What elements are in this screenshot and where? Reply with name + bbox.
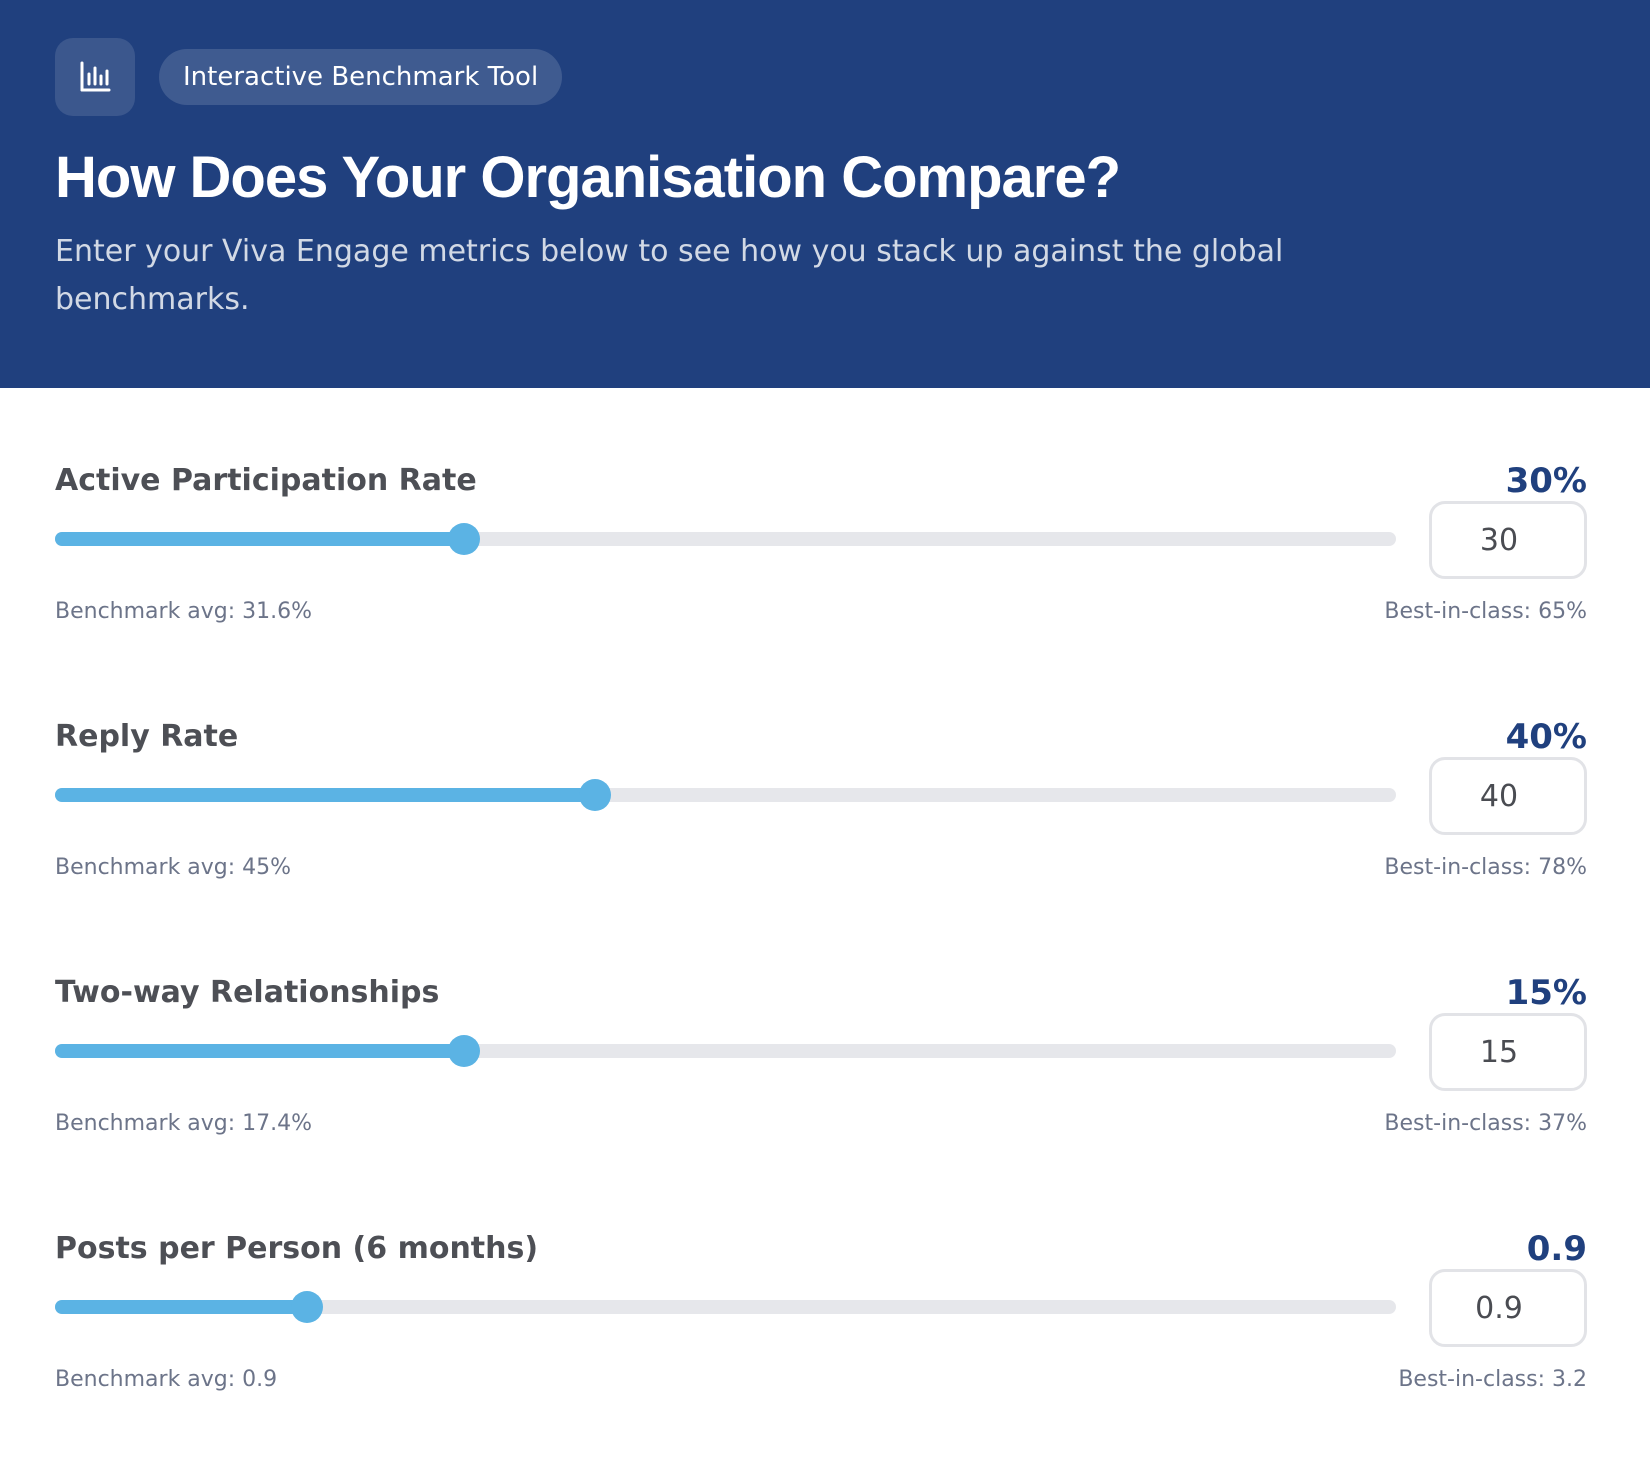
metric-value-display: 40%	[1505, 717, 1587, 757]
slider-fill	[55, 532, 464, 546]
metric-reply-rate: Reply Rate 40% Benchmark avg: 45% Best-i…	[55, 712, 1587, 932]
posts-per-person-slider[interactable]	[55, 1288, 1396, 1326]
metric-two-way-relationships: Two-way Relationships 15% Benchmark avg:…	[55, 968, 1587, 1188]
slider-fill	[55, 1044, 464, 1058]
two-way-relationships-slider[interactable]	[55, 1032, 1396, 1070]
metric-label: Posts per Person (6 months)	[55, 1231, 539, 1266]
tool-badge: Interactive Benchmark Tool	[159, 49, 563, 105]
bar-chart-icon	[80, 61, 111, 92]
benchmark-avg-label: Benchmark avg: 31.6%	[55, 599, 313, 624]
best-in-class-label: Best-in-class: 65%	[1384, 599, 1587, 624]
metric-value-display: 0.9	[1526, 1229, 1587, 1269]
metric-label: Reply Rate	[55, 719, 239, 754]
best-in-class-label: Best-in-class: 78%	[1384, 855, 1587, 880]
best-in-class-label: Best-in-class: 37%	[1384, 1111, 1587, 1136]
slider-fill	[55, 788, 596, 802]
two-way-relationships-input[interactable]	[1429, 1013, 1587, 1091]
slider-thumb[interactable]	[448, 523, 480, 555]
reply-rate-input[interactable]	[1429, 757, 1587, 835]
active-participation-input[interactable]	[1429, 501, 1587, 579]
active-participation-slider[interactable]	[55, 520, 1396, 558]
metric-value-display: 30%	[1505, 461, 1587, 501]
slider-thumb[interactable]	[291, 1291, 324, 1323]
slider-thumb[interactable]	[448, 1035, 480, 1067]
posts-per-person-input[interactable]	[1429, 1269, 1587, 1347]
slider-fill	[55, 1300, 308, 1314]
header-banner: Interactive Benchmark Tool How Does Your…	[0, 0, 1650, 388]
metric-posts-per-person: Posts per Person (6 months) 0.9 Benchmar…	[55, 1224, 1587, 1444]
bar-chart-icon-box	[55, 38, 135, 116]
metric-label: Active Participation Rate	[55, 463, 477, 498]
benchmark-avg-label: Benchmark avg: 0.9	[55, 1367, 278, 1392]
metric-active-participation: Active Participation Rate 30% Benchmark …	[55, 456, 1587, 676]
page-title: How Does Your Organisation Compare?	[55, 145, 1121, 210]
slider-track	[55, 1300, 1396, 1314]
benchmark-avg-label: Benchmark avg: 17.4%	[55, 1111, 313, 1136]
metric-value-display: 15%	[1505, 973, 1587, 1013]
reply-rate-slider[interactable]	[55, 776, 1396, 814]
best-in-class-label: Best-in-class: 3.2	[1398, 1367, 1587, 1392]
metric-label: Two-way Relationships	[55, 975, 440, 1010]
slider-thumb[interactable]	[579, 779, 612, 811]
benchmark-avg-label: Benchmark avg: 45%	[55, 855, 292, 880]
page-subtitle: Enter your Viva Engage metrics below to …	[55, 234, 1284, 317]
